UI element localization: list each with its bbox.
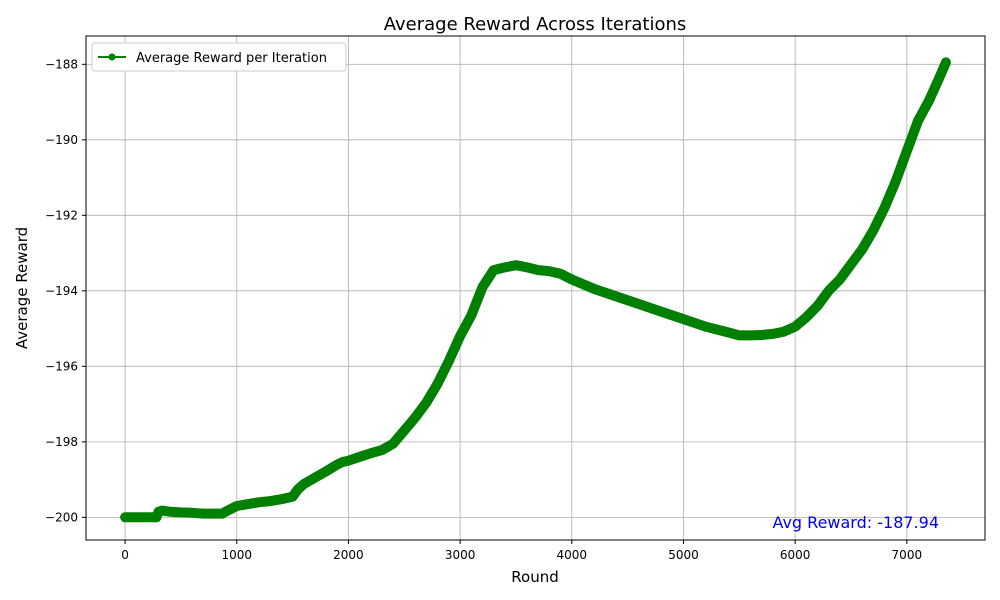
data-point — [299, 479, 309, 489]
data-point — [556, 269, 566, 279]
data-point — [533, 265, 543, 275]
x-tick-label: 5000 — [668, 548, 699, 562]
y-tick-label: −198 — [45, 435, 78, 449]
data-point — [388, 439, 398, 449]
data-point — [734, 330, 744, 340]
x-tick-label: 7000 — [892, 548, 923, 562]
data-point — [835, 275, 845, 284]
data-point — [768, 329, 778, 339]
x-tick-label: 1000 — [221, 548, 252, 562]
y-axis-ticks: −200 −198 −196 −194 −192 −190 −188 — [45, 57, 86, 524]
data-point — [366, 448, 376, 458]
series-layer — [120, 57, 951, 523]
data-point — [857, 244, 867, 254]
data-point — [288, 492, 298, 502]
data-point — [165, 507, 175, 517]
data-point — [790, 322, 800, 332]
data-point — [924, 95, 934, 105]
y-tick-label: −192 — [45, 208, 78, 222]
y-tick-label: −200 — [45, 510, 78, 524]
x-tick-label: 6000 — [780, 548, 811, 562]
x-axis-label: Round — [511, 568, 558, 586]
data-point — [310, 473, 320, 483]
data-point — [880, 203, 889, 213]
data-point — [801, 312, 811, 322]
data-point — [254, 497, 264, 507]
data-point — [343, 456, 353, 466]
data-point — [824, 286, 834, 296]
chart-title: Average Reward Across Iterations — [384, 14, 687, 35]
data-point — [913, 116, 923, 126]
data-point — [209, 509, 219, 519]
grid — [86, 36, 985, 540]
data-point — [656, 307, 666, 317]
data-point — [131, 512, 141, 522]
data-point — [612, 292, 621, 301]
data-point — [120, 512, 130, 522]
data-point — [422, 397, 432, 407]
data-point — [589, 284, 599, 294]
data-point — [567, 275, 577, 284]
legend-box — [91, 42, 347, 72]
data-point — [444, 356, 454, 366]
y-axis-label: Average Reward — [13, 227, 31, 349]
data-point — [265, 496, 275, 506]
data-point — [634, 299, 644, 309]
y-tick-label: −196 — [45, 359, 78, 373]
data-point — [377, 445, 387, 455]
data-point — [232, 501, 242, 511]
data-point — [142, 512, 152, 522]
data-point — [813, 301, 822, 311]
data-point — [455, 331, 465, 341]
data-point — [511, 260, 521, 270]
x-tick-label: 0 — [121, 548, 129, 562]
data-point — [276, 494, 286, 504]
data-point — [935, 71, 945, 81]
x-tick-label: 4000 — [557, 548, 588, 562]
x-tick-label: 2000 — [333, 548, 364, 562]
data-point — [478, 282, 487, 292]
data-point — [489, 265, 499, 275]
data-point — [779, 327, 789, 337]
data-point — [941, 57, 951, 67]
data-point — [176, 507, 186, 517]
legend-label: Average Reward per Iteration — [136, 51, 327, 66]
data-point — [522, 262, 532, 272]
data-point — [355, 452, 365, 462]
data-point — [868, 225, 878, 235]
data-point — [466, 310, 476, 320]
data-point — [891, 176, 901, 186]
data-point — [757, 330, 767, 340]
y-tick-label: −194 — [45, 284, 78, 298]
data-point — [198, 509, 208, 519]
data-point — [321, 466, 331, 476]
data-point — [545, 266, 554, 276]
data-point — [410, 412, 420, 422]
y-tick-label: −190 — [45, 133, 78, 147]
y-tick-label: −188 — [45, 57, 78, 71]
x-axis-ticks: 0 1000 2000 3000 4000 5000 6000 7000 — [121, 540, 922, 562]
data-point — [399, 426, 409, 435]
legend: Average Reward per Iteration — [91, 42, 347, 72]
data-point — [500, 262, 510, 272]
data-point — [221, 507, 231, 517]
legend-marker-swatch — [108, 53, 116, 61]
data-point — [187, 508, 197, 518]
data-point — [243, 499, 253, 509]
data-point — [746, 330, 755, 340]
avg-reward-annotation: Avg Reward: -187.94 — [772, 513, 939, 532]
data-point — [679, 314, 688, 324]
data-point — [433, 378, 443, 388]
data-point — [902, 146, 912, 156]
data-point — [157, 506, 167, 516]
data-point — [701, 322, 711, 332]
x-tick-label: 3000 — [445, 548, 476, 562]
data-point — [846, 259, 856, 269]
data-point — [723, 327, 733, 337]
plot-frame — [85, 35, 986, 541]
